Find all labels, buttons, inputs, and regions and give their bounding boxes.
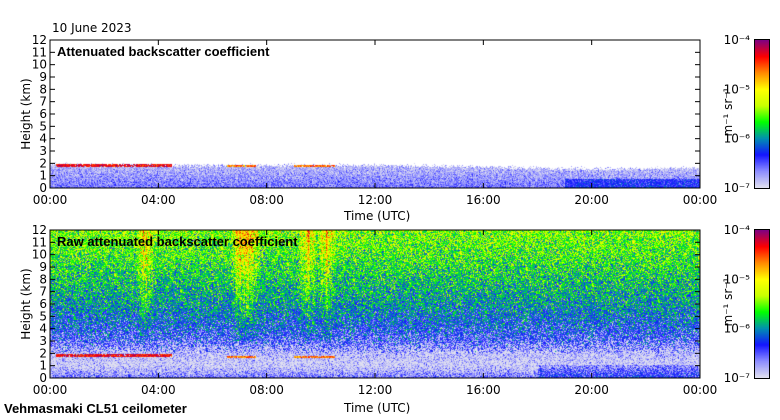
y-tick-label: 12 [32,223,47,237]
plot-frame [49,39,701,189]
y-tick-label: 7 [39,95,47,109]
y-tick-label: 7 [39,285,47,299]
y-tick-label: 4 [39,322,47,336]
colorbar [754,229,770,379]
y-tick-label: 2 [39,156,47,170]
x-tick-label: 00:00 [683,383,718,397]
y-tick-label: 8 [39,82,47,96]
colorbar [754,39,770,189]
colorbar-tick-label: 10⁻⁵ [724,82,751,96]
colorbar-tick-label: 10⁻⁷ [724,181,751,195]
panel-title: Raw attenuated backscatter coefficient [57,234,298,249]
colorbar-tick-label: 10⁻⁵ [724,272,751,286]
x-tick-label: 12:00 [358,193,393,207]
x-tick-label: 08:00 [249,383,284,397]
x-tick-label: 20:00 [574,383,609,397]
y-tick-label: 8 [39,272,47,286]
x-axis-label: Time (UTC) [344,209,411,223]
y-tick-label: 6 [39,107,47,121]
y-tick-label: 3 [39,144,47,158]
heatmap-raw [50,230,700,378]
x-tick-label: 00:00 [33,383,68,397]
colorbar-tick-label: 10⁻⁴ [724,223,751,237]
y-tick-label: 1 [39,169,47,183]
x-tick-label: 04:00 [141,383,176,397]
x-tick-label: 00:00 [683,193,718,207]
x-tick-label: 04:00 [141,193,176,207]
y-tick-label: 0 [39,181,47,195]
heatmap-attenuated [50,40,700,188]
instrument-label: Vehmasmaki CL51 ceilometer [4,401,187,416]
x-tick-label: 12:00 [358,383,393,397]
colorbar-tick-label: 10⁻⁶ [724,132,751,146]
y-tick-label: 11 [32,235,47,249]
x-tick-label: 16:00 [466,383,501,397]
y-tick-label: 6 [39,297,47,311]
y-tick-label: 11 [32,45,47,59]
y-tick-label: 10 [32,58,47,72]
y-tick-label: 9 [39,260,47,274]
y-tick-label: 3 [39,334,47,348]
panel-title: Attenuated backscatter coefficient [57,44,270,59]
colorbar-tick-label: 10⁻⁷ [724,371,751,385]
date-label: 10 June 2023 [52,21,132,35]
y-tick-label: 4 [39,132,47,146]
y-tick-label: 1 [39,359,47,373]
colorbar-tick-label: 10⁻⁴ [724,33,751,47]
y-tick-label: 0 [39,371,47,385]
y-tick-label: 5 [39,309,47,323]
x-axis-label: Time (UTC) [344,401,411,415]
y-tick-label: 5 [39,119,47,133]
y-tick-label: 2 [39,346,47,360]
x-tick-label: 16:00 [466,193,501,207]
y-tick-label: 12 [32,33,47,47]
plot-frame [49,229,701,379]
x-tick-label: 08:00 [249,193,284,207]
y-tick-label: 9 [39,70,47,84]
x-tick-label: 20:00 [574,193,609,207]
x-tick-label: 00:00 [33,193,68,207]
y-tick-label: 10 [32,248,47,262]
colorbar-tick-label: 10⁻⁶ [724,322,751,336]
